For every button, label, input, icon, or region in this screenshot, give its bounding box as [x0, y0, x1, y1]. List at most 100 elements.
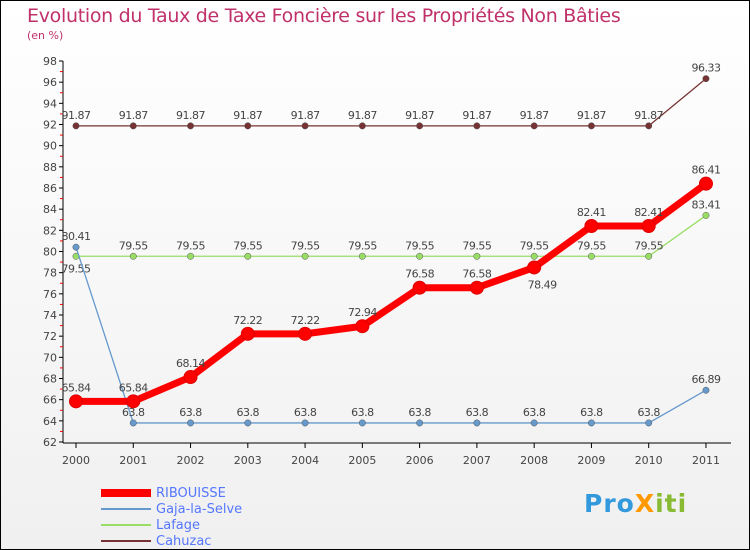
- data-label: 72.94: [348, 306, 377, 319]
- x-tick-label: 2006: [406, 454, 434, 467]
- data-point: [587, 122, 595, 130]
- data-point: [129, 252, 137, 260]
- data-point: [587, 252, 595, 260]
- y-tick-label: 88: [43, 161, 57, 174]
- data-label: 91.87: [291, 109, 320, 122]
- data-point: [240, 326, 255, 341]
- data-label: 63.8: [294, 406, 317, 419]
- data-label: 76.58: [405, 268, 434, 281]
- data-label: 63.8: [237, 406, 260, 419]
- data-point: [187, 419, 194, 427]
- x-tick-label: 2010: [635, 454, 663, 467]
- data-point: [416, 252, 424, 260]
- data-point: [129, 419, 137, 427]
- y-tick-label: 98: [43, 55, 57, 68]
- data-label: 91.87: [233, 109, 262, 122]
- data-label: 91.87: [348, 109, 377, 122]
- x-tick-label: 2003: [234, 454, 262, 467]
- data-label: 66.89: [691, 373, 720, 386]
- data-point: [358, 419, 366, 427]
- legend-swatch: [101, 508, 151, 510]
- y-tick-label: 62: [43, 436, 57, 449]
- y-tick-label: 72: [43, 330, 57, 343]
- data-label: 63.8: [179, 406, 202, 419]
- series-line-Gaja-la-Selve: [75, 246, 707, 424]
- data-label: 63.8: [351, 406, 374, 419]
- y-tick-label: 82: [43, 224, 57, 237]
- y-tick-label: 90: [43, 140, 57, 153]
- data-label: 79.55: [62, 262, 91, 275]
- x-tick-label: 2001: [119, 454, 147, 467]
- y-tick-label: 86: [43, 182, 57, 195]
- y-tick-label: 92: [43, 119, 57, 132]
- data-point: [126, 394, 141, 409]
- data-label: 86.41: [691, 164, 720, 177]
- data-label: 78.49: [528, 278, 557, 291]
- legend-item: RIBOUISSE: [101, 485, 226, 501]
- data-point: [473, 122, 481, 130]
- data-label: 79.55: [176, 239, 205, 252]
- y-tick-label: 64: [43, 415, 57, 428]
- data-point: [587, 419, 595, 427]
- y-tick-label: 74: [43, 309, 57, 322]
- x-tick-label: 2011: [692, 454, 720, 467]
- data-label: 79.55: [405, 239, 434, 252]
- legend-label: Cahuzac: [156, 533, 212, 549]
- data-point: [244, 122, 252, 130]
- data-point: [298, 326, 313, 341]
- y-tick-label: 78: [43, 267, 57, 280]
- data-label: 96.33: [691, 62, 720, 75]
- x-tick-label: 2009: [577, 454, 605, 467]
- data-point: [412, 280, 427, 295]
- data-label: 91.87: [119, 109, 148, 122]
- data-label: 65.84: [62, 381, 91, 394]
- data-label: 79.55: [462, 239, 491, 252]
- data-label: 91.87: [634, 109, 663, 122]
- data-point: [69, 394, 83, 409]
- unit-label: (en %): [27, 29, 64, 42]
- chart-title: Evolution du Taux de Taxe Foncière sur l…: [27, 5, 621, 27]
- legend-label: Gaja-la-Selve: [156, 501, 243, 517]
- data-label: 82.41: [634, 206, 663, 219]
- y-tick-label: 76: [43, 288, 57, 301]
- data-point: [702, 386, 710, 394]
- data-point: [358, 122, 366, 130]
- legend-label: RIBOUISSE: [156, 485, 226, 501]
- data-label: 79.55: [233, 239, 262, 252]
- data-label: 63.8: [580, 406, 603, 419]
- data-point: [473, 419, 481, 427]
- data-point: [416, 122, 424, 130]
- data-point: [355, 319, 370, 334]
- data-point: [301, 252, 309, 260]
- data-point: [645, 122, 653, 130]
- data-label: 79.55: [520, 239, 549, 252]
- data-point: [530, 419, 538, 427]
- data-point: [645, 252, 653, 260]
- data-point: [530, 122, 538, 130]
- data-point: [702, 211, 710, 219]
- data-point: [187, 252, 194, 260]
- data-label: 79.55: [577, 239, 606, 252]
- data-point: [72, 122, 80, 130]
- data-label: 91.87: [62, 109, 91, 122]
- data-label: 91.87: [462, 109, 491, 122]
- data-label: 91.87: [405, 109, 434, 122]
- data-point: [645, 419, 653, 427]
- data-label: 68.14: [176, 357, 205, 370]
- data-point: [584, 218, 599, 233]
- y-tick-label: 80: [43, 246, 57, 259]
- data-point: [473, 252, 481, 260]
- data-point: [301, 122, 309, 130]
- legend-swatch: [101, 489, 151, 497]
- legend-label: Lafage: [156, 517, 201, 533]
- data-point: [244, 419, 252, 427]
- series-line-Cahuzac: [76, 78, 707, 127]
- data-point: [183, 370, 198, 385]
- series-line-RIBOUISSE: [76, 180, 709, 405]
- legend-item: Gaja-la-Selve: [101, 501, 242, 517]
- legend-item: Cahuzac: [101, 533, 211, 549]
- data-point: [530, 252, 538, 260]
- x-tick-label: 2007: [463, 454, 491, 467]
